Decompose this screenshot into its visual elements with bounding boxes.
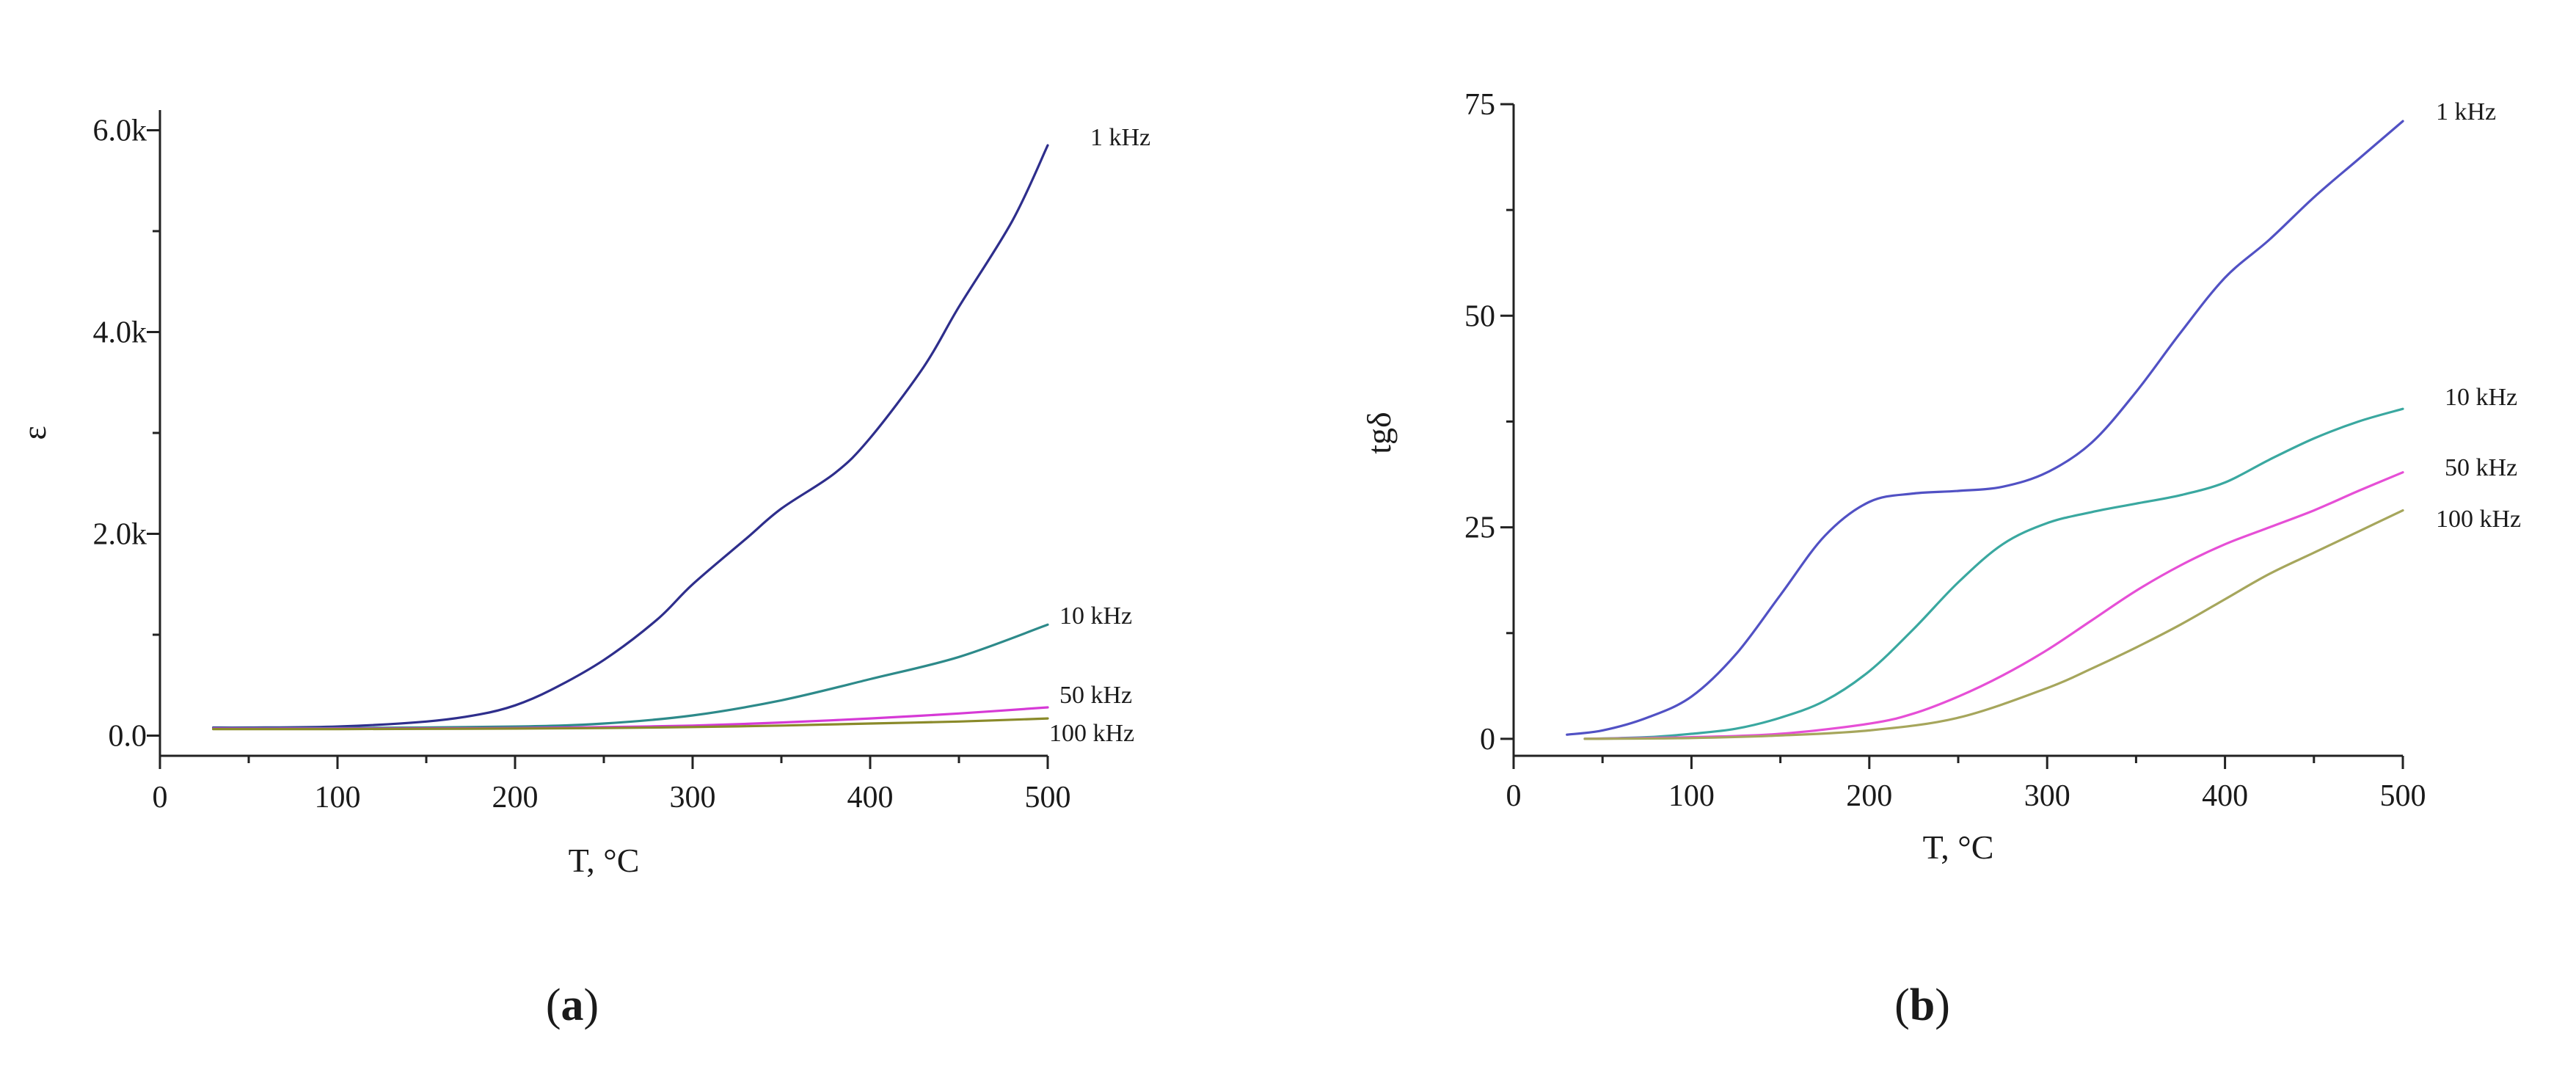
panel-b-chart: 0 100 200 300 400 500 0 25 50 75 T, °C tgδ 1 kHz 10 k… xyxy=(1360,88,2521,1030)
panel-a-series-100-khz-line xyxy=(212,717,1049,731)
panel-b-x-tick-label: 200 xyxy=(1846,779,1892,813)
panel-b-y-tick-label: 75 xyxy=(1464,88,1495,122)
panel-a-y-tick-label: 4.0k xyxy=(93,316,147,350)
panel-a-y-axis-title: ε xyxy=(15,426,53,440)
panel-a-y-tick-label: 2.0k xyxy=(93,518,147,552)
panel-b-series-10-khz-label: 10 kHz xyxy=(2445,384,2517,411)
panel-a-x-tick-label: 0 xyxy=(153,781,168,815)
panel-b-series-50-khz-label: 50 kHz xyxy=(2445,454,2517,481)
panel-a-series-1-khz-line xyxy=(212,144,1049,729)
panel-a-series-1-khz-label: 1 kHz xyxy=(1090,124,1150,151)
panel-a-x-axis-title: T, °C xyxy=(569,842,640,879)
panel-a-series-50-khz-label: 50 kHz xyxy=(1059,682,1132,709)
panel-b-series-1-khz-label: 1 kHz xyxy=(2436,98,2496,125)
panel-b-x-tick-label: 400 xyxy=(2202,779,2248,813)
panel-b-y-tick-label: 0 xyxy=(1480,723,1495,757)
panel-b-x-tick-label: 100 xyxy=(1668,779,1715,813)
panel-a-series-100-khz-label: 100 kHz xyxy=(1049,720,1134,747)
panel-b-series-100-khz-line xyxy=(1583,509,2404,740)
panel-a-caption: (a) xyxy=(546,980,599,1030)
panel-a-x-tick-label: 300 xyxy=(670,781,716,815)
panel-a-y-tick-label: 6.0k xyxy=(93,114,147,148)
panel-a-x-tick-label: 400 xyxy=(847,781,894,815)
panel-b-series-10-khz-line xyxy=(1583,407,2404,740)
panel-b-series-1-khz-line xyxy=(1566,120,2404,736)
panel-b-y-tick-label: 50 xyxy=(1464,299,1495,333)
panel-a-series-10-khz-label: 10 kHz xyxy=(1059,602,1132,630)
panel-b-x-tick-label: 300 xyxy=(2024,779,2070,813)
panel-b-series-50-khz-line xyxy=(1583,471,2404,740)
panel-b-x-tick-label: 0 xyxy=(1506,779,1522,813)
panel-a-x-tick-label: 200 xyxy=(492,781,539,815)
panel-a-y-tick-label: 0.0 xyxy=(109,720,147,754)
panel-a-chart: 0 100 200 300 400 500 0.0 2.0k 4.0k 6.0k T, °C ε 1 k… xyxy=(15,110,1150,1030)
panel-b-series-100-khz-label: 100 kHz xyxy=(2436,506,2521,533)
panel-b-x-axis-title: T, °C xyxy=(1923,828,1994,866)
panel-b-x-tick-label: 500 xyxy=(2380,779,2426,813)
panel-a-x-tick-label: 100 xyxy=(315,781,361,815)
panel-a-x-tick-label: 500 xyxy=(1025,781,1071,815)
panel-b-y-axis-title: tgδ xyxy=(1360,412,1398,453)
panel-b-y-tick-label: 25 xyxy=(1464,511,1495,545)
panel-b-caption: (b) xyxy=(1894,980,1950,1030)
